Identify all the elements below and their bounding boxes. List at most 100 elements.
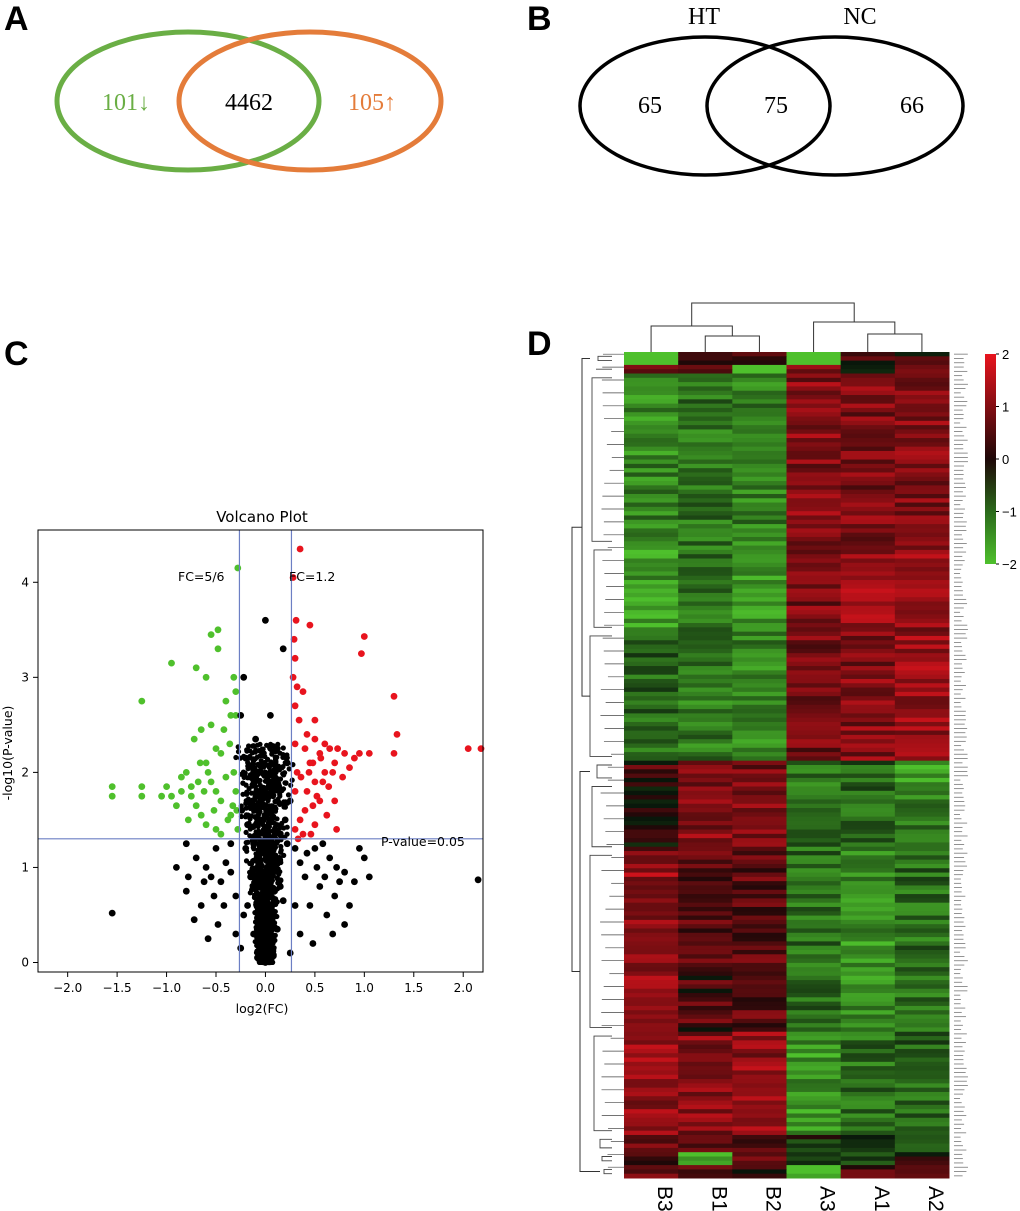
heatmap-cell — [840, 545, 896, 551]
volcano-point-down — [212, 745, 220, 752]
heatmap-cell — [732, 915, 787, 921]
heatmap-cell — [732, 1010, 787, 1016]
heatmap-cell — [786, 984, 842, 990]
heatmap-cell — [786, 919, 842, 925]
heatmap-cell — [678, 369, 733, 375]
heatmap-cell — [732, 782, 787, 788]
heatmap-cells — [624, 352, 950, 1179]
heatmap-cell — [678, 373, 733, 379]
heatmap-cell — [786, 1023, 842, 1028]
heatmap-cell — [840, 536, 896, 542]
heatmap-cell — [786, 373, 842, 379]
heatmap-cell — [840, 906, 896, 912]
heatmap-cell — [786, 683, 842, 689]
heatmap-cell — [840, 962, 896, 968]
heatmap-cell — [732, 433, 787, 439]
heatmap-cell — [678, 442, 733, 448]
heatmap-cell — [786, 1031, 842, 1037]
heatmap-cell — [624, 450, 679, 456]
volcano-point-not_significant — [296, 930, 304, 938]
heatmap-cell — [624, 558, 679, 564]
heatmap-cell — [840, 584, 896, 590]
heatmap-cell — [894, 980, 950, 985]
heatmap-cell — [840, 795, 896, 800]
heatmap-cell — [786, 403, 842, 409]
heatmap-cell — [678, 567, 733, 572]
venn-a-intersection-count: 4462 — [225, 90, 273, 116]
volcano-point-ns-cloud — [261, 839, 267, 845]
heatmap-cell — [678, 438, 733, 443]
heatmap-cell — [624, 1117, 679, 1123]
volcano-point-not_significant — [273, 925, 281, 933]
heatmap-cell — [624, 657, 679, 663]
heatmap-cell — [894, 545, 950, 551]
heatmap-cell — [786, 786, 842, 792]
heatmap-cell — [894, 1130, 950, 1136]
volcano-point-ns-cloud — [268, 874, 274, 880]
heatmap-cell — [894, 937, 950, 942]
volcano-point-down — [197, 726, 205, 733]
heatmap-cell — [624, 1165, 679, 1170]
heatmap-cell — [786, 872, 842, 878]
heatmap-cell — [786, 1096, 842, 1102]
heatmap-cell — [894, 851, 950, 856]
heatmap-cell — [732, 717, 787, 723]
volcano-point-not_significant — [244, 902, 252, 909]
volcano-point-not_significant — [336, 878, 343, 886]
volcano-point-not_significant — [242, 754, 250, 762]
heatmap-cell — [624, 962, 679, 968]
volcano-point-not_significant — [262, 959, 269, 966]
heatmap-cell — [840, 425, 896, 430]
heatmap-cell — [678, 1070, 733, 1076]
heatmap-cell — [894, 1087, 950, 1093]
heatmap-cell — [786, 678, 842, 684]
heatmap-cell — [786, 584, 842, 590]
volcano-point-up — [358, 650, 365, 657]
heatmap-cell — [624, 567, 679, 572]
heatmap-cell — [786, 833, 842, 839]
heatmap-cell — [732, 739, 787, 744]
heatmap-cell — [786, 1027, 842, 1033]
heatmap-cell — [840, 571, 896, 577]
heatmap-cell — [624, 1010, 679, 1016]
volcano-point-ns-cloud — [260, 916, 266, 923]
heatmap-cell — [894, 760, 950, 766]
heatmap-cell — [624, 932, 679, 938]
volcano-point-down — [234, 826, 242, 833]
volcano-point-not_significant — [291, 845, 299, 852]
heatmap-cell — [732, 364, 787, 370]
heatmap-cell — [894, 894, 950, 899]
heatmap-cell — [840, 674, 896, 680]
volcano-point-up — [333, 826, 340, 833]
heatmap-cell — [840, 481, 896, 486]
heatmap-cell — [624, 889, 679, 895]
volcano-point-ns-cloud — [258, 865, 264, 872]
heatmap-cell — [732, 1087, 787, 1093]
heatmap-cell — [678, 881, 733, 886]
heatmap-cell — [678, 1023, 733, 1028]
heatmap-cell — [678, 377, 733, 383]
volcano-point-up — [293, 683, 301, 691]
volcano-point-ns-cloud — [248, 790, 255, 796]
heatmap-cell — [624, 648, 679, 654]
heatmap-cell — [894, 786, 950, 792]
volcano-point-not_significant — [474, 876, 482, 884]
column-dendrogram — [650, 302, 923, 352]
heatmap-cell — [840, 1053, 896, 1059]
heatmap-cell — [840, 954, 896, 960]
heatmap-cell — [894, 455, 950, 461]
heatmap-cell — [732, 571, 787, 577]
heatmap-cell — [732, 1169, 787, 1175]
volcano-point-up — [341, 750, 348, 757]
p-value-annotation: P-value=0.05 — [381, 834, 465, 849]
heatmap-cell — [894, 644, 950, 650]
heatmap-cell — [840, 799, 896, 805]
heatmap-cell — [624, 1074, 679, 1080]
volcano-point-ns-cloud — [278, 849, 284, 855]
volcano-point-up — [291, 740, 299, 748]
heatmap-column-label: B2 — [761, 1186, 784, 1211]
heatmap-cell — [840, 816, 896, 822]
heatmap-cell — [732, 386, 787, 392]
heatmap-cell — [678, 623, 733, 628]
y-tick-label: 3 — [21, 670, 29, 684]
